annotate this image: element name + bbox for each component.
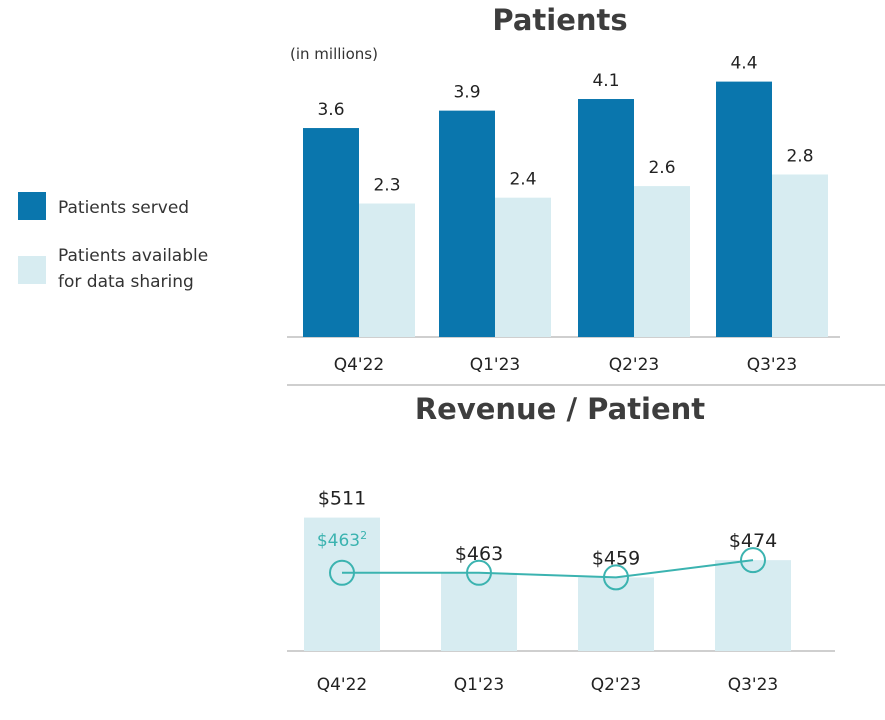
revenue-bar-1 bbox=[441, 572, 517, 651]
patients-tick-0: Q4'22 bbox=[334, 355, 385, 375]
revenue-tick-1: Q1'23 bbox=[454, 675, 505, 695]
revenue-line bbox=[342, 559, 754, 579]
bar-served-1 bbox=[439, 110, 495, 337]
label-served-1: 3.9 bbox=[453, 83, 480, 103]
label-available-1: 2.4 bbox=[509, 170, 536, 190]
label-available-2: 2.6 bbox=[648, 158, 675, 178]
revenue-point-2 bbox=[603, 564, 629, 591]
bar-served-0 bbox=[303, 128, 359, 337]
revenue-tick-2: Q2'23 bbox=[591, 675, 642, 695]
revenue-bar-label-0: $511 bbox=[318, 488, 366, 510]
bar-available-0 bbox=[359, 203, 415, 337]
legend-available-label-line1: Patients available bbox=[58, 246, 208, 266]
revenue-bar-label-1: $463 bbox=[455, 543, 503, 565]
patients-tick-1: Q1'23 bbox=[470, 355, 521, 375]
legend-served-label: Patients served bbox=[58, 198, 189, 218]
footnote-marker: 2 bbox=[360, 529, 367, 542]
revenue-line-label-0: $4632 bbox=[317, 529, 367, 551]
legend-available-label-line2: for data sharing bbox=[58, 272, 194, 292]
legend-available-swatch bbox=[18, 256, 46, 284]
bar-available-1 bbox=[495, 197, 551, 337]
revenue-title: Revenue / Patient bbox=[415, 392, 705, 426]
revenue-tick-0: Q4'22 bbox=[317, 675, 368, 695]
bar-available-2 bbox=[634, 186, 690, 337]
label-available-0: 2.3 bbox=[373, 176, 400, 196]
label-served-3: 4.4 bbox=[730, 54, 757, 74]
patients-title: Patients bbox=[492, 3, 627, 37]
label-available-3: 2.8 bbox=[786, 146, 813, 166]
patients-tick-3: Q3'23 bbox=[747, 355, 798, 375]
revenue-bar-label-2: $459 bbox=[592, 547, 640, 569]
revenue-bar-label-3: $474 bbox=[729, 530, 777, 552]
legend-served-swatch bbox=[18, 192, 46, 220]
revenue-point-3 bbox=[740, 547, 766, 574]
revenue-point-1 bbox=[466, 559, 492, 586]
bar-served-3 bbox=[716, 81, 772, 337]
patients-tick-2: Q2'23 bbox=[609, 355, 660, 375]
bar-served-2 bbox=[578, 99, 634, 338]
bar-available-3 bbox=[772, 174, 828, 337]
revenue-point-0 bbox=[329, 559, 355, 586]
label-served-0: 3.6 bbox=[317, 100, 344, 120]
unit-label: (in millions) bbox=[290, 45, 378, 63]
revenue-tick-3: Q3'23 bbox=[728, 675, 779, 695]
label-served-2: 4.1 bbox=[592, 71, 619, 91]
revenue-bar-3 bbox=[715, 560, 791, 651]
